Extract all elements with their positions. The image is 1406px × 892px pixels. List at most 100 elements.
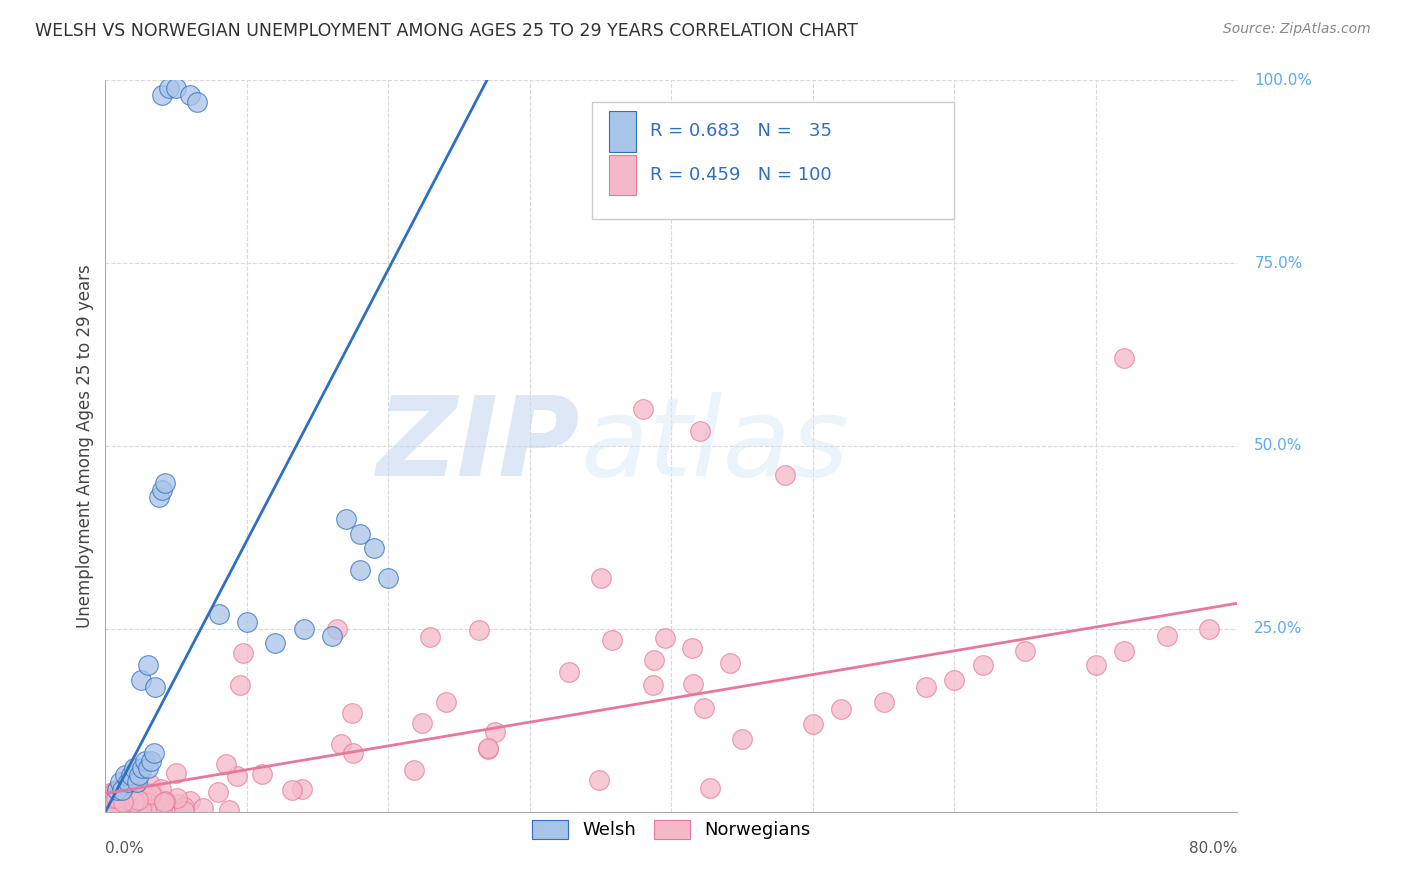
Point	[100, 786, 122, 800]
Point	[121, 803, 143, 817]
Point	[232, 646, 254, 660]
Point	[148, 490, 170, 504]
Point	[103, 785, 125, 799]
Point	[215, 756, 238, 771]
Legend: Welsh, Norwegians: Welsh, Norwegians	[524, 813, 818, 847]
Point	[325, 622, 347, 636]
Point	[1156, 629, 1178, 643]
Point	[342, 746, 364, 760]
Point	[153, 794, 176, 808]
Point	[127, 793, 149, 807]
Point	[122, 761, 145, 775]
Point	[157, 80, 180, 95]
Text: 75.0%: 75.0%	[1254, 256, 1302, 270]
FancyBboxPatch shape	[609, 112, 637, 152]
Point	[330, 737, 353, 751]
Text: Source: ZipAtlas.com: Source: ZipAtlas.com	[1223, 22, 1371, 37]
Point	[718, 656, 741, 670]
Point	[943, 673, 966, 687]
Point	[117, 775, 139, 789]
Point	[477, 742, 499, 756]
FancyBboxPatch shape	[609, 155, 637, 195]
Point	[103, 799, 125, 814]
Point	[131, 802, 153, 816]
Point	[111, 782, 134, 797]
Point	[134, 754, 156, 768]
Point	[179, 87, 201, 102]
Point	[142, 746, 165, 760]
Point	[143, 681, 166, 695]
Point	[236, 615, 259, 629]
Point	[149, 781, 172, 796]
Point	[111, 801, 134, 815]
Point	[105, 791, 128, 805]
Point	[125, 797, 148, 811]
Point	[631, 402, 654, 417]
Point	[104, 804, 127, 818]
Point	[114, 768, 136, 782]
Point	[135, 802, 157, 816]
Point	[114, 792, 136, 806]
Point	[872, 695, 894, 709]
Point	[600, 633, 623, 648]
Point	[208, 607, 231, 622]
Point	[139, 788, 162, 802]
Text: 25.0%: 25.0%	[1254, 622, 1302, 636]
Point	[349, 563, 371, 577]
Point	[264, 636, 287, 650]
Point	[801, 717, 824, 731]
Point	[104, 802, 127, 816]
Point	[107, 802, 129, 816]
Point	[129, 673, 152, 687]
Point	[186, 95, 208, 110]
Point	[229, 678, 252, 692]
Point	[1014, 644, 1036, 658]
Text: R = 0.459   N = 100: R = 0.459 N = 100	[650, 167, 831, 185]
Point	[131, 761, 153, 775]
Point	[136, 761, 159, 775]
Point	[136, 658, 159, 673]
Point	[281, 783, 304, 797]
Point	[830, 702, 852, 716]
Point	[103, 801, 125, 815]
Point	[111, 799, 134, 814]
Point	[100, 797, 122, 812]
Point	[589, 571, 612, 585]
Point	[1084, 658, 1107, 673]
Point	[693, 700, 716, 714]
Point	[115, 796, 138, 810]
Text: WELSH VS NORWEGIAN UNEMPLOYMENT AMONG AGES 25 TO 29 YEARS CORRELATION CHART: WELSH VS NORWEGIAN UNEMPLOYMENT AMONG AG…	[35, 22, 858, 40]
Point	[588, 772, 610, 787]
Point	[641, 678, 664, 692]
Point	[321, 629, 343, 643]
Point	[335, 512, 357, 526]
Point	[643, 653, 665, 667]
Point	[1114, 351, 1136, 366]
Point	[689, 425, 711, 439]
Point	[291, 782, 314, 797]
Point	[135, 785, 157, 799]
Y-axis label: Unemployment Among Ages 25 to 29 years: Unemployment Among Ages 25 to 29 years	[76, 264, 94, 628]
Point	[153, 795, 176, 809]
Point	[402, 763, 425, 777]
Point	[731, 731, 754, 746]
Point	[436, 695, 458, 709]
Point	[112, 799, 135, 814]
Point	[112, 795, 135, 809]
Point	[139, 777, 162, 791]
Point	[419, 630, 441, 644]
Point	[165, 80, 187, 95]
Point	[125, 775, 148, 789]
Point	[125, 801, 148, 815]
Point	[682, 677, 704, 691]
Point	[484, 725, 506, 739]
Point	[129, 789, 152, 804]
Point	[150, 483, 173, 497]
Point	[110, 782, 132, 797]
Text: 50.0%: 50.0%	[1254, 439, 1302, 453]
Point	[112, 800, 135, 814]
Point	[128, 768, 150, 782]
Point	[132, 805, 155, 819]
Point	[115, 801, 138, 815]
Point	[111, 795, 134, 809]
